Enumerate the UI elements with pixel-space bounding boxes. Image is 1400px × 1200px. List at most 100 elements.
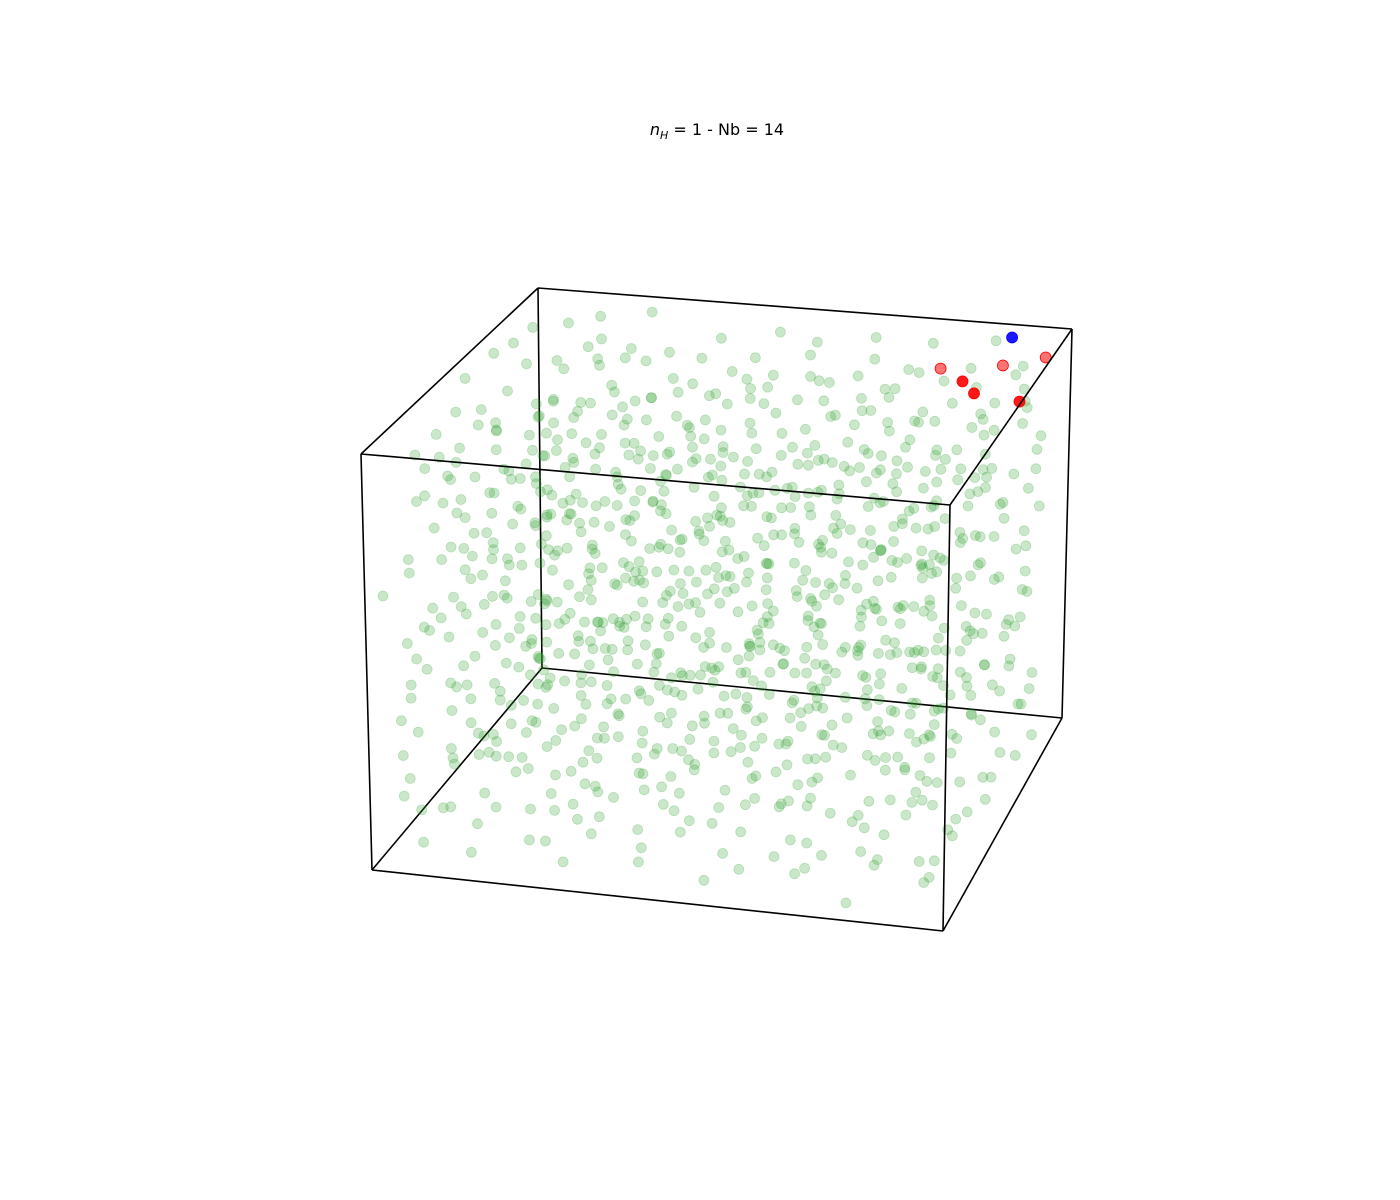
lattice-point: [735, 667, 747, 679]
lattice-point: [873, 725, 884, 737]
lattice-point: [594, 359, 605, 371]
lattice-point: [486, 507, 498, 519]
lattice-point: [676, 533, 688, 545]
lattice-point: [459, 512, 471, 523]
lattice-point: [776, 502, 787, 514]
lattice-point: [766, 512, 777, 524]
lattice-point: [685, 430, 697, 442]
lattice-point: [823, 578, 835, 589]
lattice-point: [739, 468, 750, 480]
lattice-point: [763, 689, 775, 700]
lattice-point: [805, 509, 817, 521]
lattice-point: [533, 410, 545, 422]
lattice-point: [940, 645, 952, 656]
lattice-point: [740, 667, 752, 678]
lattice-point: [575, 397, 587, 408]
lattice-point: [659, 618, 671, 630]
lattice-point: [401, 638, 413, 649]
lattice-point: [530, 471, 541, 483]
lattice-point: [690, 516, 701, 527]
box-edge-4: [942, 504, 951, 932]
lattice-point: [1008, 468, 1020, 480]
lattice-point: [637, 725, 649, 737]
lattice-point: [962, 500, 974, 512]
lattice-point: [938, 555, 950, 566]
lattice-point: [641, 414, 652, 426]
box-front-edges: [360, 287, 1073, 932]
lattice-point: [894, 618, 906, 629]
lattice-point: [556, 724, 567, 736]
lattice-point: [472, 419, 484, 431]
lattice-point: [727, 723, 739, 734]
lattice-point: [549, 805, 560, 816]
lattice-point: [913, 856, 925, 867]
lattice-point: [897, 600, 909, 611]
lattice-point: [572, 813, 583, 825]
lattice-point: [762, 598, 774, 609]
lattice-point: [589, 780, 601, 792]
lattice-point: [811, 600, 822, 612]
lattice-point: [899, 764, 911, 776]
chart-title: nH = 1 - Nb = 14: [650, 120, 784, 142]
lattice-point: [632, 453, 644, 465]
lattice-point: [912, 644, 924, 656]
lattice-point: [879, 764, 891, 776]
lattice-point: [574, 591, 585, 603]
lattice-point: [921, 776, 933, 787]
lattice-point: [621, 413, 633, 425]
lattice-point: [632, 824, 644, 835]
lattice-point: [532, 651, 544, 662]
lattice-point: [445, 541, 457, 553]
lattice-point: [816, 546, 827, 558]
lattice-point: [802, 615, 814, 626]
lattice-point: [514, 542, 526, 554]
lattice-point: [914, 770, 926, 781]
lattice-point: [654, 647, 665, 659]
lattice-point: [836, 646, 848, 658]
lattice-point: [559, 675, 570, 687]
lattice-point: [589, 448, 601, 460]
lattice-point: [891, 647, 903, 658]
lattice-point: [478, 730, 490, 742]
lattice-point: [744, 417, 756, 429]
lattice-point: [490, 801, 502, 813]
highlight-red-point: [997, 359, 1009, 372]
lattice-point: [904, 646, 915, 658]
lattice-point: [802, 753, 813, 765]
lattice-point: [955, 463, 967, 475]
lattice-point: [763, 558, 775, 570]
lattice-point: [917, 562, 929, 574]
lattice-point: [869, 353, 881, 365]
lattice-point: [1014, 611, 1026, 623]
lattice-point: [650, 658, 662, 669]
lattice-point: [989, 397, 1001, 409]
lattice-point: [892, 557, 903, 568]
lattice-point: [676, 745, 687, 757]
lattice-point: [548, 395, 559, 407]
lattice-point: [451, 681, 463, 693]
lattice-point: [805, 792, 816, 804]
lattice-point: [788, 694, 800, 706]
lattice-point: [693, 528, 705, 540]
lattice-point: [758, 398, 770, 410]
lattice-point: [891, 468, 902, 480]
lattice-point: [623, 449, 635, 461]
lattice-point: [789, 491, 801, 503]
lattice-point: [801, 837, 813, 849]
lattice-point: [874, 497, 886, 509]
lattice-point: [622, 635, 634, 647]
lattice-point: [742, 756, 754, 768]
lattice-point: [918, 605, 930, 617]
lattice-point: [595, 310, 606, 322]
lattice-point: [568, 456, 580, 468]
lattice-point: [913, 416, 924, 428]
lattice-point: [708, 583, 720, 595]
lattice-point: [668, 805, 680, 817]
lattice-point: [868, 551, 879, 563]
lattice-point: [1023, 482, 1034, 494]
lattice-point: [708, 747, 720, 759]
lattice-point: [928, 705, 940, 717]
lattice-point: [856, 405, 868, 417]
lattice-point: [713, 661, 725, 673]
lattice-point: [541, 530, 552, 542]
